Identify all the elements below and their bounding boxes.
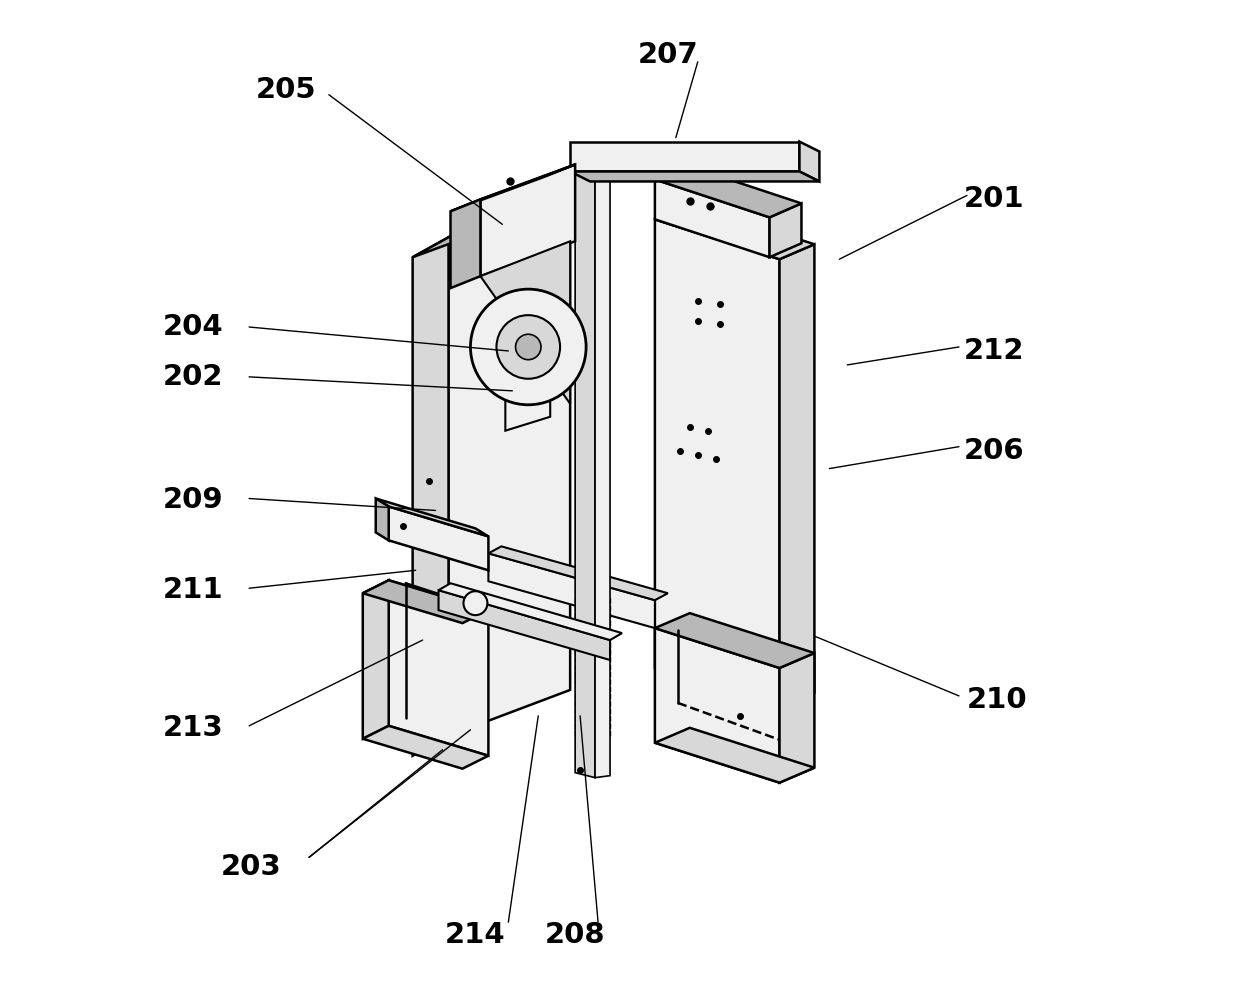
Text: 213: 213: [162, 714, 223, 742]
Polygon shape: [770, 203, 801, 257]
Text: 211: 211: [162, 576, 223, 604]
Polygon shape: [780, 244, 815, 708]
Polygon shape: [780, 653, 815, 783]
Polygon shape: [575, 165, 595, 778]
Text: 202: 202: [162, 363, 223, 391]
Polygon shape: [506, 264, 551, 431]
Polygon shape: [388, 580, 489, 756]
Polygon shape: [655, 728, 815, 783]
Polygon shape: [800, 142, 820, 181]
Polygon shape: [363, 580, 489, 623]
Polygon shape: [439, 583, 622, 640]
Polygon shape: [439, 590, 610, 660]
Text: 212: 212: [963, 337, 1024, 365]
Text: 207: 207: [637, 41, 698, 69]
Text: 201: 201: [963, 185, 1024, 213]
Polygon shape: [489, 553, 655, 628]
Circle shape: [496, 315, 560, 379]
Circle shape: [470, 289, 587, 405]
Polygon shape: [570, 142, 800, 171]
Polygon shape: [480, 241, 570, 404]
Text: 210: 210: [966, 686, 1027, 714]
Text: 206: 206: [963, 437, 1024, 465]
Polygon shape: [413, 237, 449, 756]
Polygon shape: [655, 613, 815, 668]
Polygon shape: [570, 171, 820, 181]
Polygon shape: [655, 219, 780, 708]
Polygon shape: [489, 546, 668, 600]
Polygon shape: [595, 167, 610, 778]
Text: 209: 209: [162, 487, 223, 514]
Text: 205: 205: [255, 76, 316, 104]
Polygon shape: [450, 165, 575, 211]
Circle shape: [516, 334, 541, 360]
Polygon shape: [376, 498, 489, 536]
Text: 203: 203: [221, 853, 281, 881]
Polygon shape: [388, 506, 489, 570]
Polygon shape: [413, 191, 570, 257]
Text: 208: 208: [544, 921, 605, 949]
Polygon shape: [480, 165, 575, 276]
Circle shape: [464, 591, 487, 615]
Polygon shape: [363, 580, 388, 739]
Text: 204: 204: [162, 313, 223, 341]
Polygon shape: [450, 199, 480, 288]
Polygon shape: [363, 726, 489, 769]
Text: 214: 214: [445, 921, 506, 949]
Polygon shape: [655, 179, 770, 257]
Polygon shape: [655, 628, 780, 783]
Polygon shape: [376, 498, 388, 540]
Polygon shape: [655, 204, 815, 259]
Polygon shape: [655, 166, 801, 217]
Polygon shape: [449, 191, 570, 736]
